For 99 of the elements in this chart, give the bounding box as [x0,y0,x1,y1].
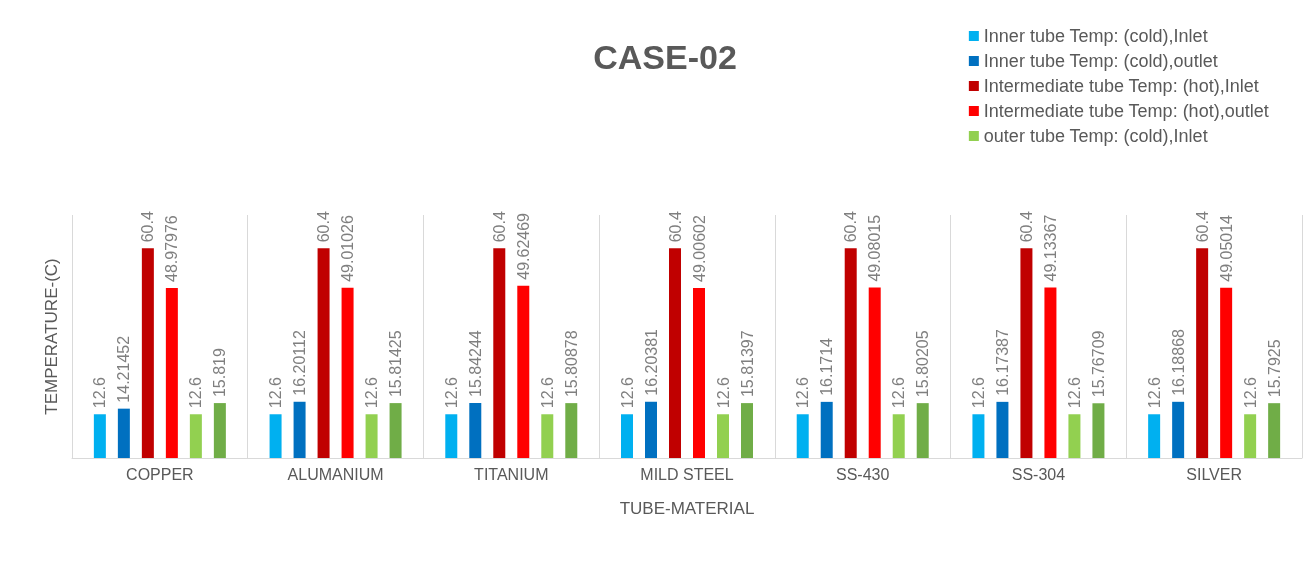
bar [117,408,130,458]
data-label: 49.62469 [514,212,532,280]
bar [1244,414,1257,458]
data-label: 14.21452 [115,335,133,403]
data-label: 12.6 [91,377,109,409]
data-label: 60.4 [315,211,333,243]
data-label: 15.84244 [466,330,484,397]
bar [693,287,705,458]
bar [1044,287,1057,458]
bar [1092,403,1105,458]
bar [621,414,633,458]
bar [365,414,378,458]
y-axis-title: TEMPERATURE-(C) [42,258,61,415]
legend-label: Inner tube Temp: (cold),Inlet [983,26,1208,46]
data-label: 12.6 [1065,377,1083,409]
data-label: 49.13367 [1041,214,1059,282]
data-label: 15.76709 [1089,330,1107,398]
bar [213,403,226,458]
x-tick-label: COPPER [126,465,194,483]
data-label: 12.6 [890,377,908,409]
x-tick-label: MILD STEEL [640,465,734,483]
x-tick-label: ALUMANIUM [287,465,384,483]
data-label: 49.05014 [1217,214,1235,282]
data-label: 16.17387 [993,329,1011,396]
bar [1148,414,1161,458]
bar [341,287,354,458]
data-label: 60.4 [1193,211,1211,243]
data-label: 49.00602 [690,215,708,282]
chart-title: CASE-02 [593,38,737,76]
x-tick-label: SS-430 [836,465,890,483]
data-label: 12.6 [538,377,556,409]
bar [741,403,753,458]
data-label: 15.819 [211,348,229,398]
data-label: 48.97976 [163,215,181,282]
data-label: 60.4 [139,211,157,243]
data-label: 15.80878 [562,330,580,398]
x-tick-label: SILVER [1186,465,1243,483]
data-label: 12.6 [267,377,285,409]
bar [565,403,578,458]
bar [293,401,306,458]
data-label: 15.81397 [738,330,756,398]
data-label: 12.6 [363,377,381,409]
data-label: 12.6 [714,377,732,409]
bar [1068,414,1081,458]
bar [269,414,282,458]
bar [389,403,402,458]
bar [493,248,506,458]
bar [892,414,905,458]
data-label: 12.6 [187,377,205,409]
data-label: 16.20381 [642,328,660,396]
bar [820,401,833,458]
legend-label: Inner tube Temp: (cold),outlet [983,51,1218,71]
bar [916,403,929,458]
data-label: 15.80205 [914,330,932,398]
bar [165,287,178,458]
data-label: 60.4 [490,211,508,243]
legend-label: outer tube Temp: (cold),Inlet [983,126,1208,146]
x-tick-label: TITANIUM [474,465,549,483]
data-label: 60.4 [666,211,684,243]
bar [93,414,106,458]
bar [1220,287,1233,458]
bar [445,414,458,458]
data-label: 12.6 [1241,377,1259,409]
data-label: 12.6 [442,377,460,409]
bar [189,414,202,458]
data-label: 16.20112 [291,330,309,396]
bar [141,248,154,458]
bar [1020,248,1033,458]
data-label: 12.6 [969,377,987,409]
bar [1268,403,1281,458]
legend-label: Intermediate tube Temp: (hot),Inlet [983,76,1259,96]
data-label: 60.4 [842,211,860,243]
data-label: 15.7925 [1265,339,1283,398]
bar [317,248,330,458]
bar [1196,248,1209,458]
bar [996,401,1009,458]
legend-label: Intermediate tube Temp: (hot),outlet [983,101,1269,121]
data-label: 12.6 [618,377,636,409]
bar [1172,401,1185,458]
data-label: 12.6 [794,377,812,409]
bar [796,414,809,458]
bar [844,248,857,458]
bar [517,285,530,458]
bar [972,414,985,458]
x-tick-label: SS-304 [1011,465,1066,483]
data-label: 60.4 [1017,211,1035,243]
bar [717,414,729,458]
bar [868,287,881,458]
data-label: 15.81425 [387,330,405,398]
data-label: 16.18868 [1169,328,1187,396]
data-label: 16.1714 [818,337,836,396]
data-label: 49.08015 [866,214,884,282]
bar [645,401,657,458]
x-axis-title: TUBE-MATERIAL [619,499,755,518]
bar [541,414,554,458]
bar [669,248,681,458]
data-label: 49.01026 [339,215,357,282]
data-label: 12.6 [1145,377,1163,409]
bar [469,403,482,458]
